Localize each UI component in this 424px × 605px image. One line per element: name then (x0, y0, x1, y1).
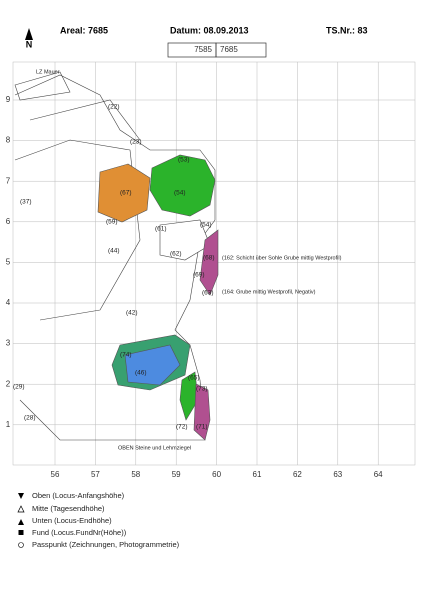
note: (164: Grube mittig Westprofil, Negativ) (222, 289, 316, 295)
note: LZ Mauer (36, 69, 60, 75)
x-label: 63 (333, 470, 342, 479)
north-arrow (25, 28, 33, 40)
y-label: 8 (6, 136, 11, 145)
feature-label: (71) (196, 424, 208, 431)
feature-label: (53) (178, 157, 190, 164)
feature-label: (42) (126, 310, 138, 317)
feature-53 (149, 154, 216, 217)
north-label: N (26, 39, 33, 49)
feature-label: (46) (135, 370, 147, 377)
feature-label: (72) (176, 424, 188, 431)
feature-68 (199, 229, 219, 296)
y-label: 6 (6, 217, 11, 226)
legend-label: Mitte (Tagesendhöhe) (32, 504, 105, 513)
y-label: 1 (6, 420, 11, 429)
feature-46 (124, 344, 181, 386)
feature-label: (74) (120, 352, 132, 359)
feature-67 (97, 163, 151, 223)
feature-label: (59) (106, 219, 118, 226)
wall-outline (29, 99, 141, 141)
map: 56 57 58 59 60 61 62 63 64 9 8 7 6 5 4 3 2 1 (22) (23) (3… (6, 61, 416, 479)
x-label: 60 (212, 470, 221, 479)
y-label: 9 (6, 95, 11, 104)
feature-label: (67) (120, 190, 132, 197)
x-label: 61 (253, 470, 262, 479)
feature-label: (37) (20, 199, 32, 206)
feature-label: (29) (13, 384, 25, 391)
feature-labels: (22) (23) (37) (44) (59) (67) (54) (53) … (13, 104, 215, 431)
x-label: 58 (131, 470, 140, 479)
feature-label: (63) (202, 290, 214, 297)
map-frame (12, 61, 416, 466)
feature-65 (179, 371, 199, 421)
legend-symbol (17, 505, 25, 513)
x-label: 59 (172, 470, 181, 479)
areal: Areal: 7685 (60, 25, 108, 35)
feature-label: (28) (24, 415, 36, 422)
legend-symbol (18, 519, 24, 525)
x-label: 56 (51, 470, 60, 479)
legend-label: Passpunkt (Zeichnungen, Photogrammetrie) (32, 540, 180, 549)
y-label: 7 (6, 176, 11, 185)
legend-symbol (18, 530, 24, 535)
feature-label: (62) (170, 251, 182, 258)
legend-symbol (18, 493, 24, 499)
feature-72 (193, 383, 211, 441)
sheet-left: 7585 (194, 45, 212, 54)
feature-61 (159, 219, 211, 261)
feature-label: (54) (200, 222, 212, 229)
trench-outline (14, 74, 216, 441)
feature-label: (73) (196, 386, 208, 393)
feature-label: (54) (174, 190, 186, 197)
y-label: 3 (6, 339, 11, 348)
feature-label: (69) (193, 272, 205, 279)
note: (162: Schicht über Sohle Grube mittig We… (222, 255, 342, 261)
feature-label: (44) (108, 248, 120, 255)
x-label: 64 (374, 470, 383, 479)
legend-label: Unten (Locus-Endhöhe) (32, 516, 112, 525)
x-label: 62 (293, 470, 302, 479)
sheet-box (215, 42, 267, 58)
y-label: 5 (6, 258, 11, 267)
feature-label: (68) (203, 255, 215, 262)
legend-symbol (18, 542, 24, 548)
datum: Datum: 08.09.2013 (170, 25, 249, 35)
note: OBEN Steine und Lehmziegel (118, 445, 191, 451)
feature-label: (22) (108, 104, 120, 111)
y-label: 2 (6, 379, 11, 388)
feature-label: (23) (130, 139, 142, 146)
feature-label: (61) (155, 226, 167, 233)
x-label: 57 (91, 470, 100, 479)
legend-label: Fund (Locus.FundNr(Höhe)) (32, 528, 127, 537)
ts-nr: TS.Nr.: 83 (326, 25, 368, 35)
y-label: 4 (6, 298, 11, 307)
sheet-right: 7685 (220, 45, 238, 54)
legend: Oben (Locus-Anfangshöhe) Mitte (Tagesend… (17, 491, 180, 549)
feature-label: (65) (188, 375, 200, 382)
wall-outline (14, 71, 71, 101)
legend-label: Oben (Locus-Anfangshöhe) (32, 491, 125, 500)
